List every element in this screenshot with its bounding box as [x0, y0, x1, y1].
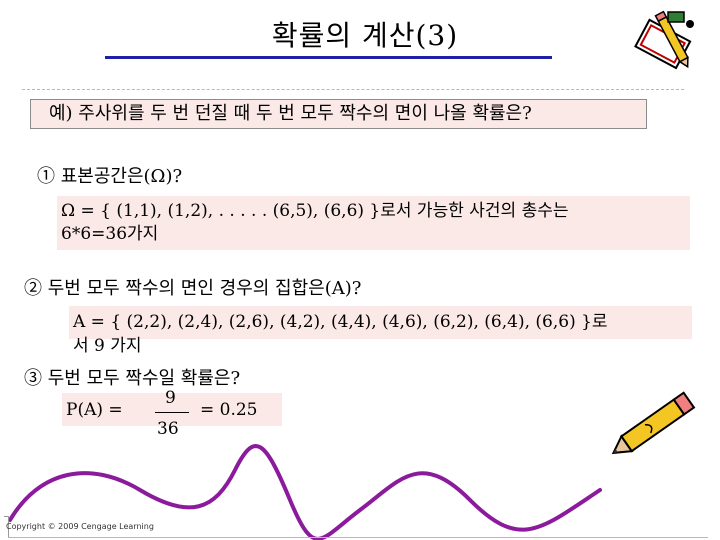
event-text: A = { (2,2), (2,4), (2,6), (4,2), (4,4),…	[73, 310, 608, 358]
footer-rule	[8, 537, 708, 538]
formula-lhs: P(A) =	[66, 400, 123, 420]
formula-denominator: 36	[157, 419, 179, 439]
wavy-pencil-line	[8, 444, 602, 540]
step2-label: ② 두번 모두 짝수의 면인 경우의 집합은(A)?	[24, 278, 362, 299]
event-box	[69, 306, 692, 339]
footer-rule-left	[4, 516, 8, 517]
question-box: 예) 주사위를 두 번 던질 때 두 번 모두 짝수의 면이 나올 확률은?	[30, 99, 647, 129]
sample-space-box: Ω = { (1,1), (1,2), . . . . . (6,5), (6,…	[57, 196, 690, 250]
copyright-text: Copyright © 2009 Cengage Learning	[6, 522, 154, 531]
fraction-bar	[155, 412, 189, 413]
page-title: 확률의 계산(3)	[271, 19, 459, 52]
header-divider	[22, 89, 684, 90]
step3-label: ③ 두번 모두 짝수일 확률은?	[24, 368, 241, 389]
pencil-icon	[611, 391, 696, 455]
step1-label: ① 표본공간은(Ω)?	[37, 166, 183, 187]
formula-result: = 0.25	[200, 400, 258, 420]
footer-rule-vertical	[8, 516, 9, 538]
title-underline	[105, 56, 552, 59]
event-line2: 서 9 가지	[73, 336, 142, 356]
formula-numerator: 9	[165, 388, 176, 408]
event-line1: A = { (2,2), (2,4), (2,6), (4,2), (4,4),…	[73, 312, 608, 332]
pencil-and-paper-icon	[634, 10, 694, 70]
sample-space-line2: 6*6=36가지	[61, 224, 159, 244]
formula-box	[62, 393, 282, 426]
sample-space-line1: Ω = { (1,1), (1,2), . . . . . (6,5), (6,…	[61, 201, 569, 221]
